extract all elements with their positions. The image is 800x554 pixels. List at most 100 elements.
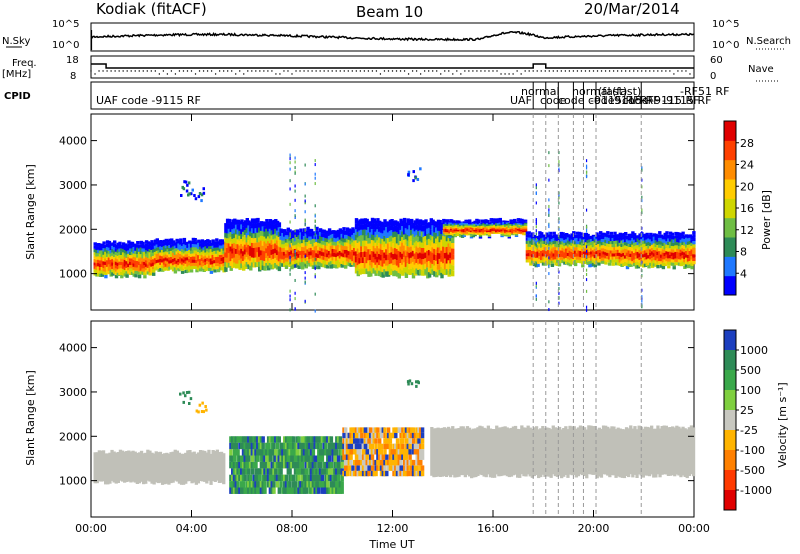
power-cell — [406, 268, 410, 274]
power-cell — [402, 240, 407, 246]
power-cell — [442, 228, 447, 231]
power-cell — [457, 225, 461, 227]
velocity-cell — [290, 436, 294, 443]
power-cell — [372, 246, 376, 252]
ground-scatter-cell — [601, 425, 606, 475]
power-cell — [415, 240, 419, 247]
power-cell — [213, 247, 217, 251]
power-cell — [540, 257, 544, 261]
power-cell — [327, 228, 332, 233]
velocity-cell — [301, 461, 305, 469]
power-cell — [566, 256, 571, 260]
power-cell — [243, 244, 248, 250]
power-cell — [102, 264, 106, 268]
power-cell — [184, 245, 188, 249]
power-cell — [532, 263, 537, 267]
velocity-cell — [265, 455, 269, 462]
velocity-cell — [335, 487, 339, 494]
power-cell — [411, 272, 416, 279]
velocity-cell — [301, 436, 305, 443]
velocity-cell — [340, 474, 344, 482]
power-cell — [161, 240, 165, 244]
power-cell — [189, 269, 194, 273]
power-cell — [252, 238, 257, 244]
velocity-cell — [245, 436, 249, 443]
nave-dot — [608, 70, 611, 72]
power-cell — [139, 250, 143, 255]
power-data-layer — [93, 114, 696, 313]
velocity-cell — [254, 442, 258, 450]
power-cell — [545, 248, 549, 252]
power-cell — [231, 248, 235, 254]
power-cell — [509, 230, 513, 232]
power-cell — [118, 251, 122, 255]
power-cell — [279, 262, 283, 267]
power-streak — [585, 305, 588, 309]
power-cell — [404, 228, 409, 234]
power-cell — [536, 260, 540, 264]
power-colorbar-swatch — [724, 237, 736, 257]
velocity-colorbar-tick-label: 1000 — [740, 344, 768, 357]
power-cell — [100, 246, 104, 251]
ground-scatter-cell — [434, 428, 438, 477]
power-cell — [520, 226, 524, 229]
power-cell — [561, 238, 565, 242]
power-cell — [559, 241, 563, 245]
power-cell — [374, 226, 378, 232]
velocity-cell — [277, 474, 281, 482]
cpid-panel — [90, 81, 695, 110]
power-cell — [347, 247, 351, 252]
power-cell — [590, 248, 594, 252]
power-cell — [252, 218, 257, 224]
power-streak — [558, 151, 560, 155]
power-cell — [242, 260, 246, 266]
power-cell — [182, 259, 187, 263]
velocity-cell — [234, 436, 238, 443]
power-cell — [193, 253, 197, 257]
power-cell — [640, 255, 644, 259]
power-cell — [464, 232, 468, 234]
power-cell — [572, 259, 576, 263]
power-cell — [665, 237, 669, 242]
ground-scatter-cell — [205, 452, 209, 484]
velocity-cell — [360, 427, 364, 433]
y-tick-label: 2000 — [59, 223, 87, 236]
power-cell — [597, 247, 601, 251]
power-cell — [261, 255, 265, 261]
power-cell — [216, 250, 221, 254]
velocity-cell — [266, 461, 271, 469]
power-cell — [538, 243, 542, 247]
nave-dot — [604, 70, 607, 72]
power-cell — [347, 228, 351, 233]
power-cell — [565, 239, 569, 243]
power-cell — [354, 245, 359, 252]
power-cell — [557, 241, 562, 245]
velocity-cell — [388, 454, 393, 460]
power-cell — [354, 223, 359, 230]
velocity-cell — [401, 432, 405, 439]
velocity-cell — [356, 459, 360, 466]
power-cell — [455, 220, 459, 222]
power-cell — [654, 247, 658, 251]
power-cell — [372, 223, 376, 230]
velocity-cell — [420, 449, 425, 455]
power-cell — [344, 231, 348, 235]
power-cell — [243, 264, 248, 269]
power-cell — [249, 226, 253, 232]
velocity-cell — [256, 436, 260, 443]
power-cell — [336, 233, 341, 238]
power-cell — [468, 219, 472, 221]
power-cell — [607, 262, 612, 266]
power-cell — [597, 253, 601, 257]
power-cell — [638, 260, 642, 264]
power-cell — [329, 261, 334, 265]
power-cell — [367, 238, 371, 244]
ground-scatter-cell — [528, 427, 532, 477]
ground-scatter-cell — [165, 452, 169, 484]
power-cell — [624, 232, 628, 236]
nave-dot — [158, 73, 161, 75]
velocity-cell — [250, 449, 255, 456]
power-cell — [338, 254, 343, 259]
power-cell — [295, 237, 299, 241]
power-cell — [284, 253, 289, 258]
